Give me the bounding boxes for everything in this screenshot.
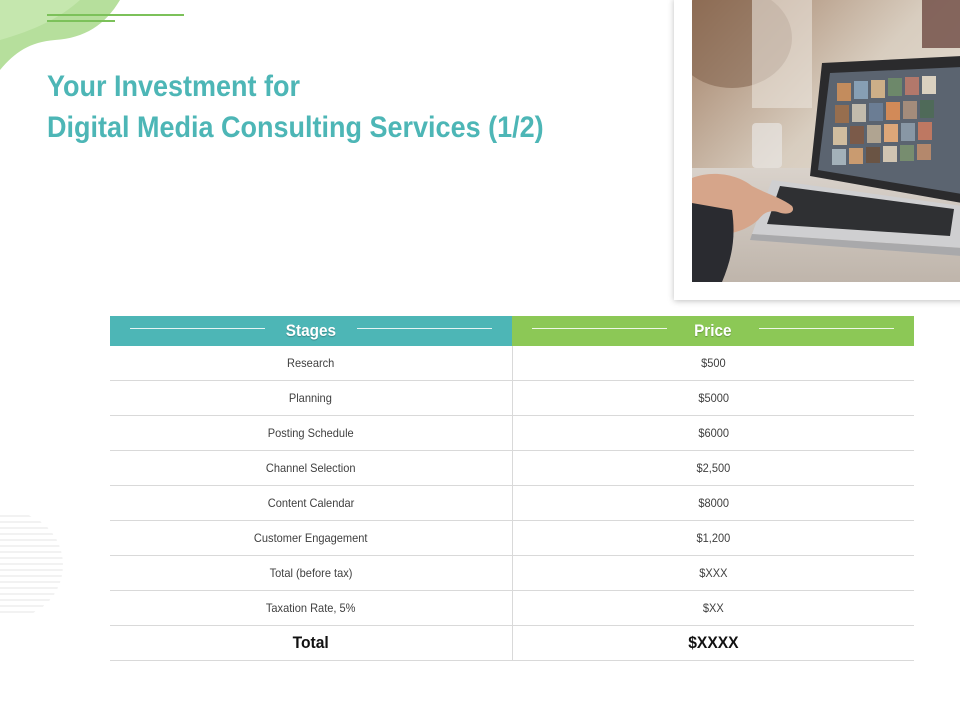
stage-cell: Total (before tax)	[110, 555, 513, 591]
header-price: Price	[512, 316, 914, 346]
stage-cell: Planning	[110, 380, 513, 416]
stage-cell: Taxation Rate, 5%	[110, 590, 513, 626]
total-row: Total $XXXX	[110, 625, 914, 661]
corner-decoration	[0, 0, 184, 70]
header-divider-line	[759, 328, 894, 329]
table-header-row: Stages Price	[110, 316, 914, 346]
table-row: Total (before tax) $XXX	[110, 555, 914, 591]
price-cell: $XXX	[512, 555, 914, 591]
header-price-label: Price	[694, 321, 732, 340]
price-cell: $2,500	[512, 450, 914, 486]
photo-frame	[674, 0, 960, 300]
page-title: Your Investment for Digital Media Consul…	[47, 66, 544, 148]
header-stages-label: Stages	[285, 321, 337, 340]
title-line-2: Digital Media Consulting Services (1/2)	[47, 111, 544, 144]
table-row: Content Calendar $8000	[110, 485, 914, 521]
price-cell: $6000	[512, 415, 914, 451]
title-line-1: Your Investment for	[47, 70, 301, 103]
stage-cell: Content Calendar	[110, 485, 513, 521]
table-row: Research $500	[110, 346, 914, 381]
table-row: Taxation Rate, 5% $XX	[110, 590, 914, 626]
pricing-table: Stages Price Research $500 Planning $500…	[110, 316, 914, 661]
price-cell: $5000	[512, 380, 914, 416]
header-stages: Stages	[110, 316, 512, 346]
header-divider-line	[130, 328, 265, 329]
laptop-photo-icon	[692, 0, 960, 282]
stage-cell: Posting Schedule	[110, 415, 513, 451]
price-cell: $8000	[512, 485, 914, 521]
header-divider-line	[357, 328, 492, 329]
total-value: $XXXX	[512, 625, 914, 661]
stage-cell: Research	[110, 346, 513, 381]
stage-cell: Channel Selection	[110, 450, 513, 486]
table-row: Posting Schedule $6000	[110, 415, 914, 451]
table-row: Channel Selection $2,500	[110, 450, 914, 486]
stage-cell: Customer Engagement	[110, 520, 513, 556]
table-row: Planning $5000	[110, 380, 914, 416]
header-divider-line	[532, 328, 667, 329]
price-cell: $1,200	[512, 520, 914, 556]
price-cell: $XX	[512, 590, 914, 626]
side-decoration	[0, 515, 63, 613]
total-label: Total	[110, 625, 513, 661]
table-row: Customer Engagement $1,200	[110, 520, 914, 556]
price-cell: $500	[512, 346, 914, 381]
